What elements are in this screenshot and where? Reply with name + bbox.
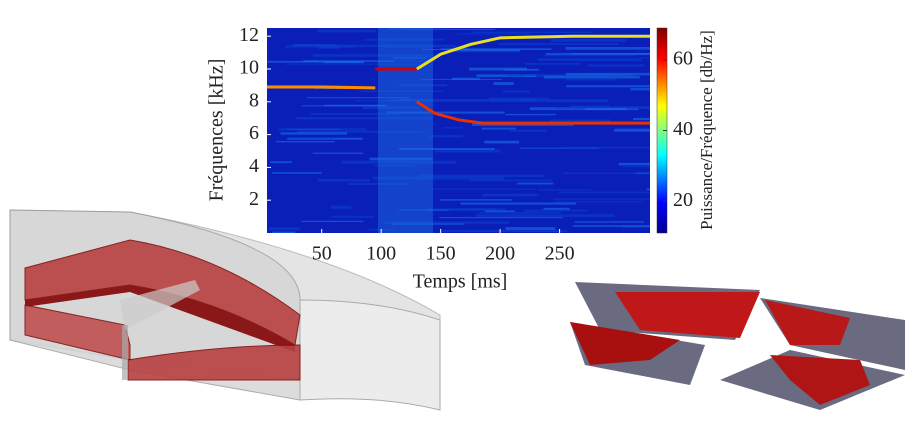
render-right: [570, 282, 905, 410]
ridge: [416, 34, 650, 71]
x-axis-label: Temps [ms]: [413, 271, 508, 293]
y-tick-label: 12: [239, 24, 259, 46]
y-tick-label: 6: [249, 122, 259, 144]
y-tick-label: 8: [249, 89, 259, 111]
colorbar-tick-label: 20: [673, 189, 693, 211]
y-tick-label: 2: [249, 188, 259, 210]
colorbar-tick-label: 60: [673, 47, 693, 69]
texture-burst: [378, 28, 433, 233]
y-tick-label: 10: [239, 57, 259, 79]
heatmap-texture: [267, 28, 650, 233]
y-tick-label: 4: [249, 155, 259, 177]
x-tick-label: 150: [426, 243, 456, 265]
ridge: [267, 85, 376, 90]
ridges: [267, 34, 650, 125]
x-tick-label: 50: [312, 243, 332, 265]
x-tick-label: 200: [485, 243, 515, 265]
ridge: [416, 100, 650, 125]
render-left: [9, 209, 441, 411]
x-tick-label: 250: [545, 243, 575, 265]
y-axis-label: Fréquences [kHz]: [206, 59, 228, 202]
x-tick-label: 100: [366, 243, 396, 265]
colorbar-tick-label: 40: [673, 118, 693, 140]
colorbar-label: Puissance/Fréquence [db/Hz]: [697, 30, 716, 230]
